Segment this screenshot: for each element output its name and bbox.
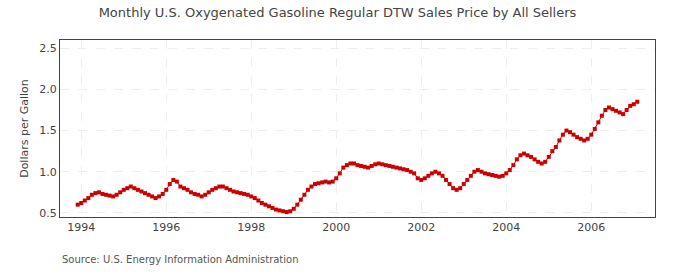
svg-text:2.5: 2.5 bbox=[39, 42, 57, 55]
svg-text:1994: 1994 bbox=[67, 221, 95, 234]
svg-text:Monthly U.S. Oxygenated Gasoli: Monthly U.S. Oxygenated Gasoline Regular… bbox=[99, 5, 577, 20]
svg-text:Source: U.S. Energy Informatio: Source: U.S. Energy Information Administ… bbox=[62, 254, 299, 265]
svg-text:1996: 1996 bbox=[152, 221, 180, 234]
svg-text:1.5: 1.5 bbox=[39, 124, 57, 137]
svg-text:2.0: 2.0 bbox=[39, 83, 57, 96]
svg-text:2002: 2002 bbox=[407, 221, 435, 234]
svg-text:1998: 1998 bbox=[237, 221, 265, 234]
svg-text:2004: 2004 bbox=[492, 221, 520, 234]
svg-text:Dollars per Gallon: Dollars per Gallon bbox=[18, 79, 31, 178]
svg-text:2006: 2006 bbox=[577, 221, 605, 234]
svg-text:2000: 2000 bbox=[322, 221, 350, 234]
svg-text:0.5: 0.5 bbox=[39, 207, 57, 220]
svg-text:1.0: 1.0 bbox=[39, 166, 57, 179]
